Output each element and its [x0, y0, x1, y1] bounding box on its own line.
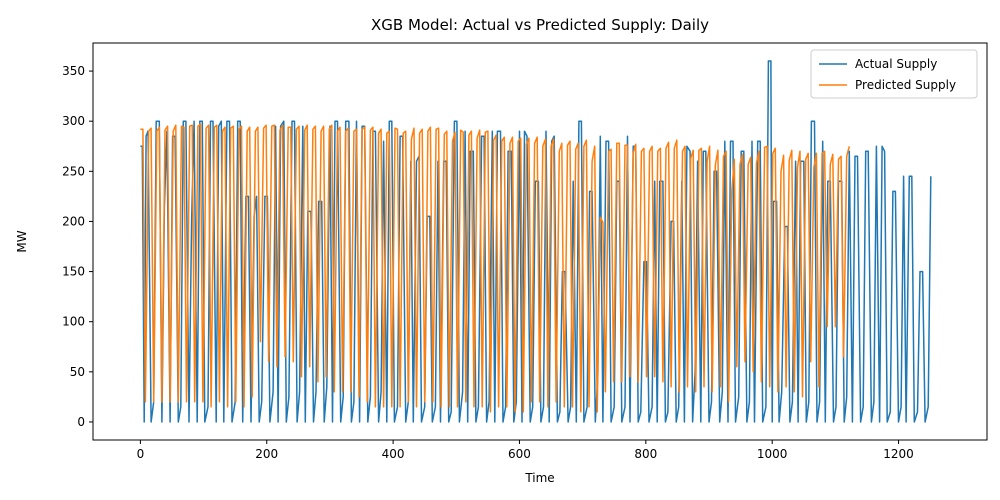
x-tick-label: 1200 [883, 447, 914, 461]
legend-box [810, 49, 978, 99]
y-tick-label: 100 [62, 315, 85, 329]
legend-label-actual: Actual Supply [855, 57, 937, 71]
y-axis: 0 50 100 150 200 250 300 350 [62, 64, 93, 429]
x-tick-label: 600 [508, 447, 531, 461]
x-tick-label: 800 [634, 447, 657, 461]
y-tick-label: 200 [62, 214, 85, 228]
plot-frame [92, 42, 988, 441]
x-tick-label: 0 [137, 447, 145, 461]
y-tick-label: 300 [62, 114, 85, 128]
x-tick-label: 400 [382, 447, 405, 461]
y-tick-label: 50 [70, 365, 85, 379]
y-tick-label: 150 [62, 265, 85, 279]
x-axis: 0 200 400 600 800 1000 1200 [137, 440, 914, 461]
chart-title: XGB Model: Actual vs Predicted Supply: D… [371, 16, 709, 34]
y-tick-label: 250 [62, 164, 85, 178]
legend: Actual Supply Predicted Supply [810, 49, 978, 99]
legend-label-predicted: Predicted Supply [855, 78, 956, 92]
y-axis-label: MW [15, 230, 29, 252]
x-axis-label: Time [524, 471, 554, 485]
x-tick-label: 200 [255, 447, 278, 461]
y-tick-label: 350 [62, 64, 85, 78]
series-layer [140, 60, 932, 423]
series-line-actual [140, 60, 932, 423]
series-line-predicted [140, 123, 851, 413]
y-tick-label: 0 [77, 415, 85, 429]
x-tick-label: 1000 [757, 447, 788, 461]
